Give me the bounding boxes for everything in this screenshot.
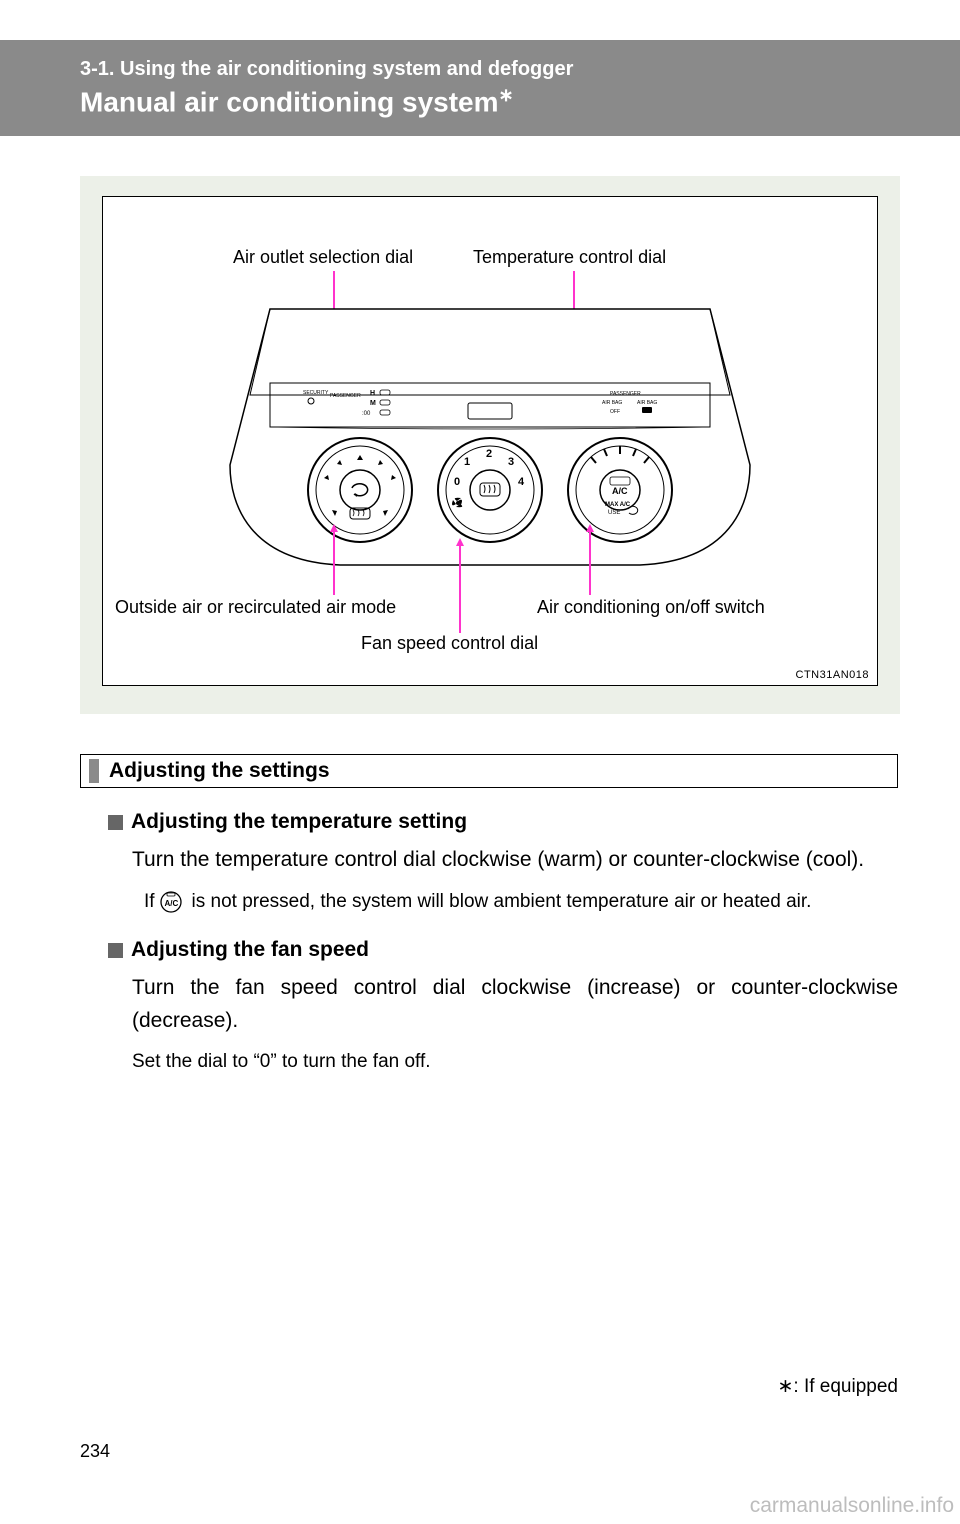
dial3-use: USE	[608, 510, 620, 516]
dial2-1: 1	[464, 456, 470, 468]
ac-button-icon: A/C	[157, 889, 185, 913]
txt-security: SECURITY	[303, 390, 329, 396]
label-fan-speed: Fan speed control dial	[361, 633, 538, 654]
page-header: 3-1. Using the air conditioning system a…	[0, 40, 960, 136]
title-text: Manual air conditioning system	[80, 86, 499, 117]
ac-panel-illustration: SECURITY PASSENGER H M :00 PASSENGER AIR…	[210, 305, 770, 585]
sub-fan-title: Adjusting the fan speed	[131, 938, 369, 962]
txt-airbag-r: AIR BAG	[637, 400, 657, 406]
heading-text: Adjusting the settings	[109, 759, 330, 783]
dial2-4: 4	[518, 476, 525, 488]
callout-fan	[459, 545, 461, 633]
page-number: 234	[80, 1441, 110, 1462]
sub-temp-title: Adjusting the temperature setting	[131, 810, 467, 834]
sub-temp: Adjusting the temperature setting	[108, 810, 898, 834]
txt-off: OFF	[610, 409, 620, 415]
bullet-icon	[108, 943, 123, 958]
label-temp-control: Temperature control dial	[473, 247, 666, 268]
dial2-3: 3	[508, 456, 514, 468]
txt-clock: :00	[362, 411, 371, 417]
para-temp-small: If is not pressed, the system will blow …	[144, 887, 898, 916]
heading-bar	[89, 759, 99, 783]
txt-passenger-r: PASSENGER	[610, 391, 641, 397]
panel-svg: SECURITY PASSENGER H M :00 PASSENGER AIR…	[210, 305, 770, 585]
label-air-outlet: Air outlet selection dial	[233, 247, 413, 268]
txt-m: M	[370, 400, 376, 407]
section-heading: Adjusting the settings	[80, 754, 898, 788]
dial3-ac: A/C	[612, 486, 628, 496]
diagram-frame: Air outlet selection dial Temperature co…	[102, 196, 878, 686]
page-title: Manual air conditioning system∗	[80, 85, 900, 118]
figure-code: CTN31AN018	[796, 669, 869, 681]
dial3-maxac: MAX A/C	[605, 502, 631, 508]
diagram-container: Air outlet selection dial Temperature co…	[80, 176, 900, 714]
txt-passenger-l: PASSENGER	[330, 393, 361, 399]
sub-fan: Adjusting the fan speed	[108, 938, 898, 962]
txt-airbag-l: AIR BAG	[602, 400, 622, 406]
label-outside-air: Outside air or recirculated air mode	[115, 597, 396, 618]
title-marker: ∗	[499, 85, 514, 105]
para-fan-small: Set the dial to “0” to turn the fan off.	[132, 1047, 898, 1076]
dial2-0: 0	[454, 476, 460, 488]
bullet-icon	[108, 815, 123, 830]
arrow-outside-air	[330, 524, 338, 532]
para-temp: Turn the temperature control dial clockw…	[132, 844, 898, 877]
temp-small-text: If is not pressed, the system will blow …	[144, 891, 811, 912]
callout-ac-switch	[589, 531, 591, 595]
svg-text:A/C: A/C	[165, 899, 179, 908]
watermark: carmanualsonline.info	[750, 1494, 954, 1518]
dial2-2: 2	[486, 448, 492, 460]
callout-outside-air	[333, 531, 335, 595]
body-content: Adjusting the temperature setting Turn t…	[108, 810, 898, 1077]
label-ac-switch: Air conditioning on/off switch	[537, 597, 765, 618]
txt-h: H	[370, 390, 375, 397]
footnote: ∗: If equipped	[777, 1375, 898, 1398]
para-fan: Turn the fan speed control dial clockwis…	[132, 972, 898, 1037]
arrow-ac-switch	[586, 524, 594, 532]
section-number: 3-1. Using the air conditioning system a…	[80, 58, 900, 81]
arrow-fan	[456, 538, 464, 546]
